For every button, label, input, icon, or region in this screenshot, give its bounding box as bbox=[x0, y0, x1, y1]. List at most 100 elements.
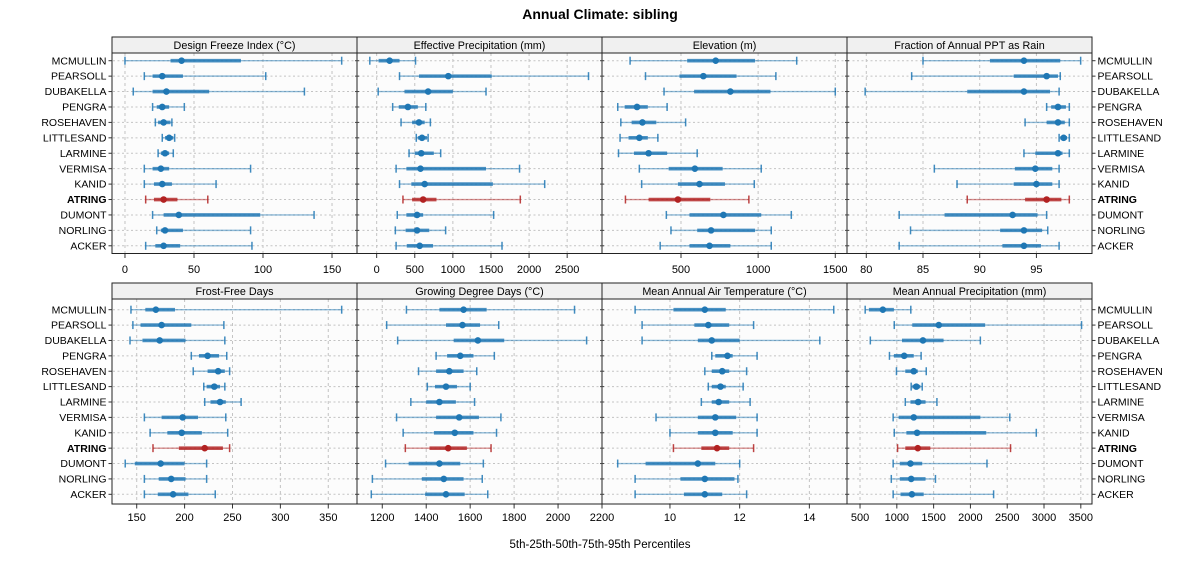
station-label-right: NORLING bbox=[1098, 225, 1146, 237]
x-tick-label: 500 bbox=[672, 264, 690, 276]
station-label-right: PEARSOLL bbox=[1098, 320, 1154, 332]
median-dot bbox=[910, 367, 918, 375]
median-dot bbox=[1043, 72, 1050, 80]
station-label-left: DUMONT bbox=[60, 210, 107, 222]
station-label-right: LARMINE bbox=[1098, 397, 1145, 409]
median-dot bbox=[152, 306, 160, 313]
station-label-left: DUBAKELLA bbox=[45, 335, 107, 347]
median-dot bbox=[201, 444, 209, 452]
median-dot bbox=[417, 149, 425, 157]
median-dot bbox=[724, 352, 731, 360]
median-dot bbox=[416, 242, 424, 250]
median-dot bbox=[214, 367, 222, 375]
median-dot bbox=[460, 306, 467, 313]
x-tick-label: 150 bbox=[323, 264, 341, 276]
x-tick-label: 14 bbox=[803, 512, 815, 524]
x-tick-label: 2000 bbox=[958, 512, 982, 524]
median-dot bbox=[727, 88, 734, 95]
median-dot bbox=[706, 242, 713, 250]
station-label-right: PENGRA bbox=[1098, 350, 1142, 362]
median-dot bbox=[178, 57, 185, 65]
station-label-left: KANID bbox=[74, 179, 107, 191]
median-dot bbox=[456, 352, 464, 360]
station-label-right: VERMISA bbox=[1098, 163, 1145, 175]
median-dot bbox=[639, 119, 646, 126]
median-dot bbox=[1020, 242, 1028, 250]
x-tick-label: 95 bbox=[1030, 264, 1042, 276]
station-label-right: ROSEHAVEN bbox=[1098, 117, 1163, 129]
median-dot bbox=[160, 242, 167, 250]
median-dot bbox=[386, 57, 393, 65]
median-dot bbox=[636, 134, 643, 142]
median-dot bbox=[1054, 149, 1062, 157]
median-dot bbox=[1020, 88, 1028, 95]
median-dot bbox=[161, 149, 169, 157]
median-dot bbox=[163, 88, 170, 95]
median-dot bbox=[720, 211, 727, 219]
median-dot bbox=[704, 321, 712, 329]
x-tick-label: 1800 bbox=[502, 512, 526, 524]
station-label-right: LITTLESAND bbox=[1098, 132, 1162, 144]
station-label-right: ATRING bbox=[1098, 194, 1137, 206]
panel-strip-label: Elevation (m) bbox=[693, 40, 757, 52]
median-dot bbox=[701, 475, 709, 483]
median-dot bbox=[160, 196, 167, 203]
station-label-left: DUMONT bbox=[60, 458, 107, 470]
median-dot bbox=[455, 414, 463, 421]
median-dot bbox=[445, 367, 453, 375]
station-label-right: PENGRA bbox=[1098, 102, 1142, 114]
median-dot bbox=[1020, 227, 1028, 234]
x-tick-label: 2000 bbox=[546, 512, 570, 524]
station-label-left: LARMINE bbox=[60, 148, 107, 160]
median-dot bbox=[645, 149, 652, 157]
x-tick-label: 90 bbox=[974, 264, 986, 276]
median-dot bbox=[440, 475, 448, 483]
panel-strip-label: Fraction of Annual PPT as Rain bbox=[894, 40, 1044, 52]
x-tick-label: 150 bbox=[128, 512, 146, 524]
median-dot bbox=[179, 414, 186, 421]
median-dot bbox=[713, 444, 721, 452]
median-dot bbox=[907, 475, 915, 483]
median-dot bbox=[158, 180, 166, 188]
median-dot bbox=[436, 460, 443, 467]
median-dot bbox=[210, 383, 218, 390]
x-tick-label: 2200 bbox=[590, 512, 614, 524]
median-dot bbox=[167, 475, 175, 483]
median-dot bbox=[474, 337, 482, 344]
x-tick-label: 1500 bbox=[479, 264, 503, 276]
median-dot bbox=[700, 72, 707, 80]
station-label-left: ROSEHAVEN bbox=[41, 117, 106, 129]
station-label-right: MCMULLIN bbox=[1098, 55, 1153, 67]
x-tick-label: 10 bbox=[664, 512, 676, 524]
station-label-left: PEARSOLL bbox=[51, 71, 107, 83]
station-label-left: MCMULLIN bbox=[52, 304, 107, 316]
median-dot bbox=[178, 429, 186, 437]
station-label-left: ATRING bbox=[67, 443, 106, 455]
station-label-left: VERMISA bbox=[59, 412, 106, 424]
median-dot bbox=[910, 414, 918, 421]
x-tick-label: 85 bbox=[917, 264, 929, 276]
chart-caption: 5th-25th-50th-75th-95th Percentiles bbox=[509, 539, 691, 551]
median-dot bbox=[707, 227, 715, 234]
station-label-right: DUMONT bbox=[1098, 458, 1145, 470]
median-dot bbox=[691, 165, 699, 172]
median-dot bbox=[712, 57, 720, 65]
chart-title: Annual Climate: sibling bbox=[522, 6, 678, 22]
station-label-left: PENGRA bbox=[62, 350, 106, 362]
x-tick-label: 2000 bbox=[517, 264, 541, 276]
station-label-left: NORLING bbox=[59, 474, 107, 486]
median-dot bbox=[1033, 180, 1040, 188]
median-dot bbox=[216, 398, 224, 406]
station-label-left: ATRING bbox=[67, 194, 106, 206]
station-label-right: DUBAKELLA bbox=[1098, 86, 1160, 98]
median-dot bbox=[157, 460, 164, 467]
median-dot bbox=[1031, 165, 1039, 172]
median-dot bbox=[711, 414, 719, 421]
median-dot bbox=[459, 321, 466, 329]
median-dot bbox=[907, 460, 914, 467]
x-tick-label: 250 bbox=[223, 512, 241, 524]
station-label-right: VERMISA bbox=[1098, 412, 1145, 424]
median-dot bbox=[674, 196, 682, 203]
median-dot bbox=[1054, 103, 1062, 111]
